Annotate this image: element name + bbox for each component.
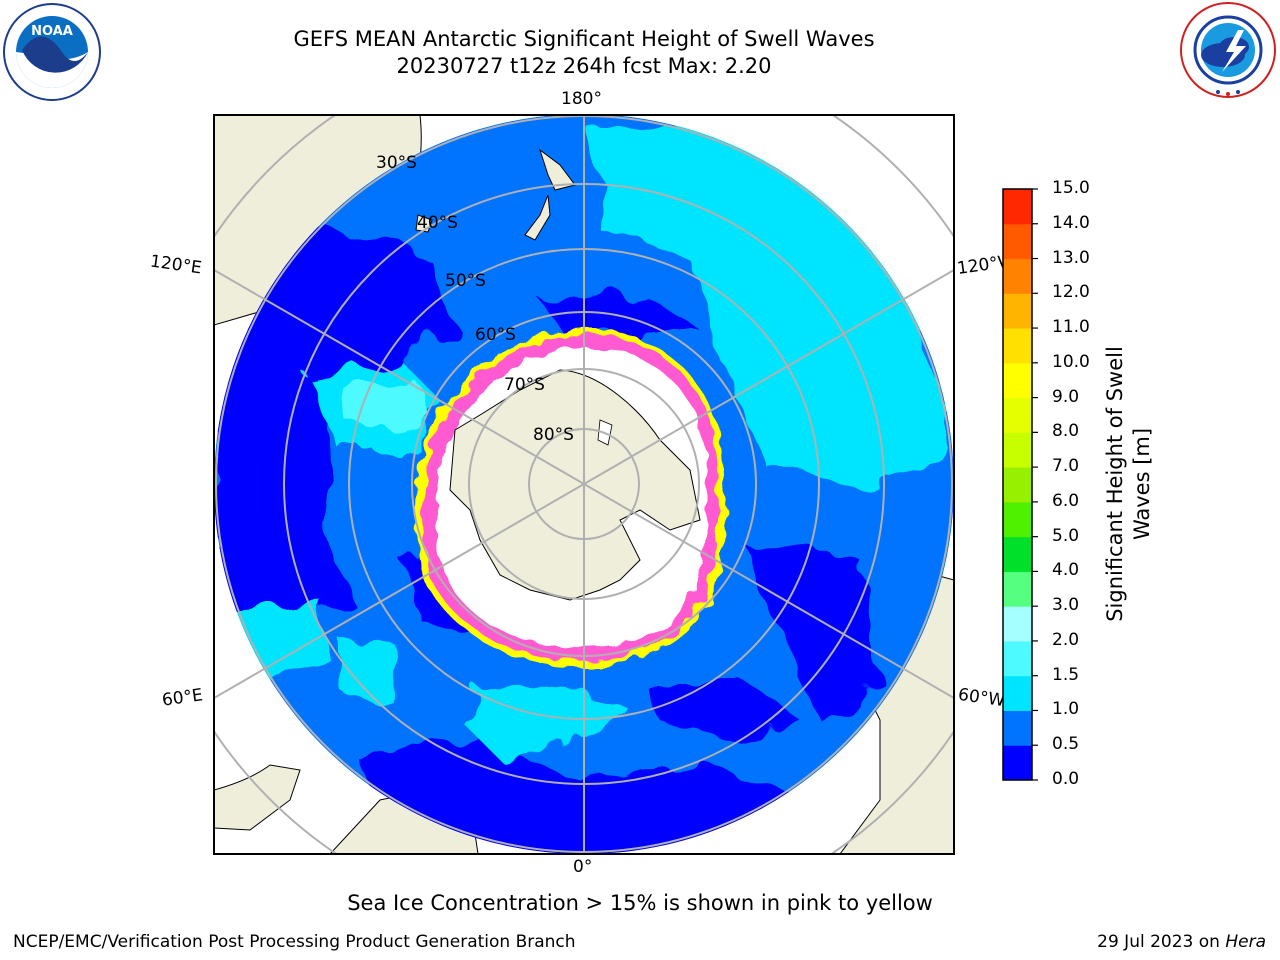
colorbar-tick-label: 14.0 (1052, 212, 1090, 233)
chart-subtitle: 20230727 t12z 264h fcst Max: 2.20 (396, 54, 772, 78)
footer-date-text: 29 Jul 2023 on (1097, 932, 1226, 952)
chart-title: GEFS MEAN Antarctic Significant Height o… (293, 27, 875, 51)
colorbar-segment (1003, 536, 1032, 572)
footer-date: 29 Jul 2023 on Hera (1097, 932, 1266, 952)
colorbar-segment (1003, 571, 1032, 607)
colorbar-tick-label: 11.0 (1052, 317, 1090, 338)
colorbar (1002, 188, 1038, 781)
new-zealand (524, 148, 576, 241)
colorbar-segment (1003, 223, 1032, 260)
colorbar-tick-label: 1.5 (1052, 664, 1080, 685)
colorbar-tick-label: 12.0 (1052, 282, 1090, 303)
colorbar-segment (1003, 258, 1032, 294)
colorbar-title-line2: Waves [m] (1130, 427, 1154, 541)
colorbar-segment (1003, 189, 1032, 225)
colorbar-tick-label: 10.0 (1052, 351, 1090, 372)
colorbar-tick-label: 6.0 (1052, 490, 1080, 511)
map-frame (213, 114, 955, 855)
colorbar-frame (1002, 188, 1033, 781)
colorbar-tick-label: 8.0 (1052, 421, 1080, 442)
colorbar-segment (1003, 328, 1032, 364)
label-180: 180° (561, 89, 602, 109)
colorbar-tick-label: 15.0 (1052, 178, 1090, 198)
colorbar-segment (1003, 467, 1032, 503)
colorbar-segment (1003, 293, 1032, 329)
colorbar-segment (1003, 675, 1032, 711)
colorbar-tick-label: 13.0 (1052, 247, 1090, 268)
colorbar-tick-label: 1.0 (1052, 699, 1080, 720)
colorbar-segment (1003, 432, 1032, 468)
label-lat-80s: 80°S (533, 425, 574, 445)
colorbar-segment (1003, 397, 1032, 433)
sea-ice-caption: Sea Ice Concentration > 15% is shown in … (347, 891, 933, 915)
colorbar-segment (1003, 362, 1032, 399)
colorbar-segment (1003, 710, 1032, 746)
colorbar-tick-label: 5.0 (1052, 525, 1080, 546)
colorbar-tick-label: 0.0 (1052, 769, 1080, 789)
noaa-logo-text: NOAA (31, 24, 73, 39)
colorbar-tick-label: 0.5 (1052, 734, 1080, 755)
colorbar-tick-label: 4.0 (1052, 560, 1080, 581)
colorbar-title: Significant Height of Swell Waves [m] (1102, 346, 1156, 622)
colorbar-tick-label: 3.0 (1052, 595, 1080, 616)
footer-branch: NCEP/EMC/Verification Post Processing Pr… (13, 932, 576, 952)
colorbar-tick-label: 7.0 (1052, 456, 1080, 477)
nws-logo (1178, 0, 1278, 100)
label-lat-30s: 30°S (376, 153, 417, 173)
antarctica (449, 369, 701, 601)
colorbar-segment (1003, 640, 1032, 677)
colorbar-title-line1: Significant Height of Swell (1103, 346, 1127, 622)
colorbar-segment (1003, 606, 1032, 642)
colorbar-tick-label: 9.0 (1052, 386, 1080, 407)
footer-machine: Hera (1225, 932, 1266, 952)
colorbar-tick-label: 2.0 (1052, 629, 1080, 650)
label-lat-60s: 60°S (475, 325, 516, 345)
colorbar-segment (1003, 745, 1032, 781)
label-lat-70s: 70°S (504, 375, 545, 395)
label-lat-40s: 40°S (417, 213, 458, 233)
label-lat-50s: 50°S (445, 271, 486, 291)
label-0: 0° (573, 857, 593, 877)
colorbar-segment (1003, 501, 1032, 538)
noaa-logo: NOAA (2, 2, 102, 102)
